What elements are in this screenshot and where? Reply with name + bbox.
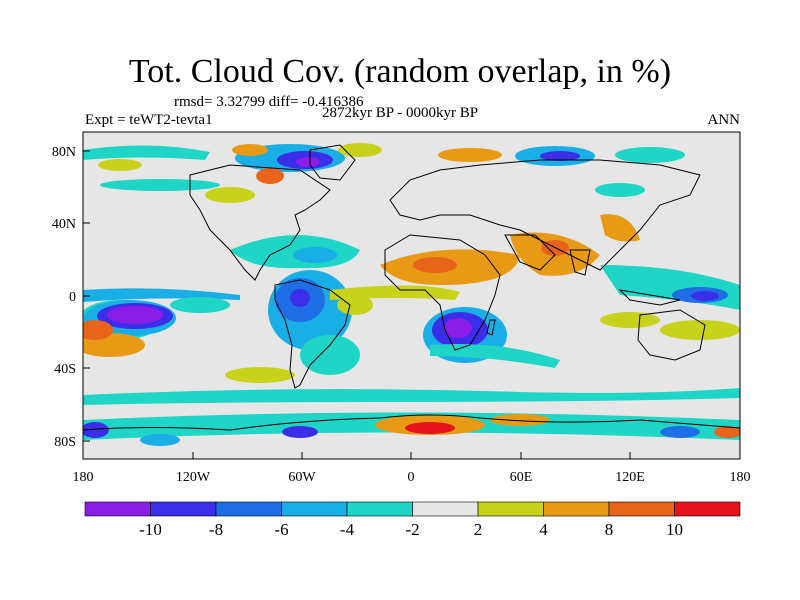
coastlines: [83, 144, 740, 431]
colorbar-swatch: [543, 501, 610, 517]
colorbar-swatch: [346, 501, 413, 517]
period-text: 2872kyr BP - 0000kyr BP: [322, 105, 479, 121]
coast-antarctica: [83, 414, 740, 431]
field-ant-darkblue2: [282, 426, 318, 438]
colorbar-swatch: [674, 501, 741, 517]
colorbar-swatch: [84, 501, 151, 517]
colorbar-labels: -10 -8 -6 -4 -2 2 4 8 10: [139, 520, 683, 539]
field-canada-red: [256, 168, 284, 184]
coast-arabia: [504, 234, 556, 271]
colorbar-swatch: [281, 501, 348, 517]
colorbar-label: -6: [274, 520, 288, 539]
field-sam-yellow2: [225, 367, 295, 383]
colorbar-swatch: [412, 501, 479, 517]
field-fareast-cyan: [615, 147, 685, 163]
field-ant-red: [405, 422, 455, 434]
x-tick-label: 60W: [288, 470, 316, 485]
colorbar-label: 8: [605, 520, 614, 539]
colorbar-label: 10: [666, 520, 683, 539]
field-ant-darkblue1: [83, 422, 109, 438]
x-tick-label: 0: [408, 470, 415, 485]
field-arctic-cyan1: [83, 145, 210, 160]
x-tick-label: 120W: [176, 470, 211, 485]
y-tick-label: 0: [69, 290, 76, 305]
colorbar-label: -2: [405, 520, 419, 539]
field-atl-blue: [293, 247, 337, 263]
field-epac-red: [83, 320, 113, 340]
stats-text: rmsd= 3.32799 diff= -0.416386: [174, 94, 364, 110]
field-wpac-darkblue: [691, 291, 719, 301]
colorbar-swatch: [608, 501, 675, 517]
field-eq-atl-yellow: [330, 285, 460, 300]
x-tick-label: 180: [730, 470, 751, 485]
y-tick-label: 40S: [54, 362, 76, 377]
colorbar-label: -8: [209, 520, 223, 539]
field-npac-cyan: [100, 179, 220, 191]
x-axis: 180 120W 60W 0 60E 120E 180: [73, 452, 751, 485]
field-ant-blue1: [140, 434, 180, 446]
colorbar-label: -10: [139, 520, 162, 539]
x-tick-label: 60E: [510, 470, 533, 485]
anomaly-fields: [83, 143, 740, 446]
field-siberia-darkblue: [540, 151, 580, 161]
coast-indonesia: [618, 289, 681, 306]
coast-greenland: [309, 144, 356, 181]
field-asia-cyan: [595, 183, 645, 197]
colorbar-swatch: [215, 501, 282, 517]
coast-south-america: [274, 279, 351, 389]
y-tick-label: 80S: [54, 435, 76, 450]
field-canada-orange: [232, 144, 268, 156]
y-axis: 80N 40N 0 40S 80S: [52, 145, 90, 450]
field-greenland-purple: [296, 157, 320, 167]
field-arctic-yellow1: [98, 159, 142, 171]
field-npac-yellow: [205, 187, 255, 203]
field-sam-darkblue: [290, 289, 310, 307]
field-pac-cyan: [170, 297, 230, 313]
field-sam-yellow: [337, 295, 373, 315]
colorbar-swatch: [150, 501, 217, 517]
coast-india: [569, 249, 591, 276]
colorbar-label: 4: [539, 520, 548, 539]
y-tick-label: 80N: [52, 145, 76, 160]
coast-madagascar: [486, 319, 496, 336]
chart-title: Tot. Cloud Cov. (random overlap, in %): [128, 53, 672, 90]
coast-north-america: [189, 164, 331, 281]
field-ant-red2: [714, 426, 740, 438]
colorbar: [84, 501, 741, 517]
field-asia-orange: [600, 214, 640, 242]
colorbar-swatch: [477, 501, 544, 517]
season-text: ANN: [707, 112, 741, 128]
x-tick-label: 180: [73, 470, 94, 485]
field-eurasia-orange: [438, 148, 502, 162]
field-ant-blue2: [660, 426, 700, 438]
colorbar-label: 2: [474, 520, 483, 539]
coast-eurasia: [389, 159, 701, 271]
field-tio-yellow: [600, 312, 660, 328]
field-so-cyan: [83, 388, 740, 405]
field-swpac-yellow: [660, 320, 740, 340]
field-sio-cyan: [430, 344, 560, 368]
field-sam-cyan: [300, 335, 360, 375]
y-tick-label: 40N: [52, 217, 76, 232]
field-sahel-red: [413, 257, 457, 273]
field-saf-purple: [444, 318, 472, 338]
coast-australia: [637, 309, 706, 361]
field-ant-orange2: [490, 414, 550, 426]
field-epac-purple: [107, 306, 163, 324]
coast-africa: [384, 234, 501, 351]
colorbar-label: -4: [340, 520, 355, 539]
x-tick-label: 120E: [615, 470, 645, 485]
experiment-text: Expt = teWT2-tevta1: [85, 112, 213, 128]
